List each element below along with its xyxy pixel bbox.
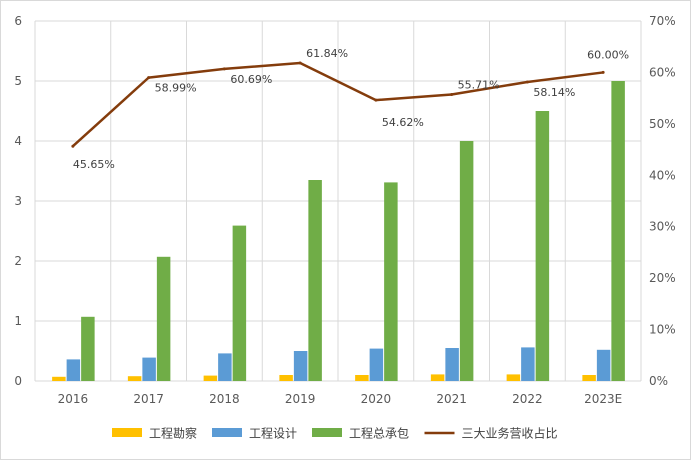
bar [81,316,95,381]
bar [293,351,308,381]
bar [611,81,625,381]
legend-label: 三大业务营收占比 [462,426,558,441]
line-point [298,61,302,65]
x-tick-label: 2020 [361,392,392,406]
line-point [374,98,378,102]
bar [355,375,369,381]
x-tick-label: 2018 [209,392,240,406]
right-tick-label: 0% [649,374,668,388]
right-tick-label: 70% [649,14,676,28]
right-tick-label: 30% [649,220,676,234]
legend-label: 工程总承包 [349,426,409,441]
left-tick-label: 2 [14,254,22,268]
x-tick-label: 2021 [436,392,467,406]
line-series: 45.65% 58.99% 60.69% 61.84% 54.62% 55.71% 58.1… [71,47,629,171]
bar [384,182,398,381]
legend-label: 工程设计 [249,426,297,441]
bar-series [52,81,625,381]
bar [369,348,384,381]
bar [66,359,81,381]
bar [308,180,322,381]
ratio-line [72,61,604,148]
bar [535,111,550,381]
line-point [450,92,454,96]
left-tick-label: 5 [14,74,22,88]
left-tick-label: 1 [14,314,22,328]
left-axis: 0 1 2 3 4 5 6 [14,14,22,388]
right-tick-label: 60% [649,65,676,79]
bar [506,374,521,381]
bar [430,374,445,381]
legend-swatch [212,428,242,437]
x-tick-label: 2016 [58,392,89,406]
left-tick-label: 0 [14,374,22,388]
ratio-data-label: 45.65% [73,158,115,171]
line-point [601,70,605,74]
bar [52,376,66,381]
bar [218,353,232,381]
ratio-data-label: 58.99% [155,82,197,95]
legend: 工程勘察 工程设计 工程总承包 三大业务营收占比 [112,426,558,441]
x-tick-label: 2019 [285,392,316,406]
legend-swatch [312,428,342,437]
bar [142,357,156,381]
bar [459,141,474,381]
x-tick-label: 2022 [512,392,543,406]
left-tick-label: 6 [14,14,22,28]
ratio-data-label: 54.62% [382,116,424,129]
ratio-data-label: 60.69% [230,73,272,86]
legend-label: 工程勘察 [149,426,197,441]
left-tick-label: 3 [14,194,22,208]
right-tick-label: 50% [649,117,676,131]
bar [203,375,218,381]
bar [279,375,293,381]
x-axis: 2016 2017 2018 2019 2020 2021 2022 2023E [58,392,623,406]
ratio-data-label: 58.14% [533,86,575,99]
x-tick-label: 2023E [584,392,622,406]
line-point [147,76,151,80]
legend-swatch [112,428,142,437]
bar [156,256,171,381]
left-tick-label: 4 [14,134,22,148]
line-point [525,80,529,84]
right-tick-label: 20% [649,271,676,285]
right-tick-label: 10% [649,323,676,337]
bar [445,348,459,381]
ratio-data-label: 55.71% [458,78,500,91]
ratio-data-label: 61.84% [306,47,348,60]
x-tick-label: 2017 [133,392,164,406]
ratio-data-label: 60.00% [587,48,629,61]
bar [521,347,535,381]
line-point [222,67,226,71]
right-axis: 0% 10% 20% 30% 40% 50% 60% 70% [649,14,676,388]
right-tick-label: 40% [649,168,676,182]
bar [582,375,596,381]
bar [596,349,611,381]
bar [127,376,142,381]
line-point [71,144,75,148]
bar [232,225,247,381]
